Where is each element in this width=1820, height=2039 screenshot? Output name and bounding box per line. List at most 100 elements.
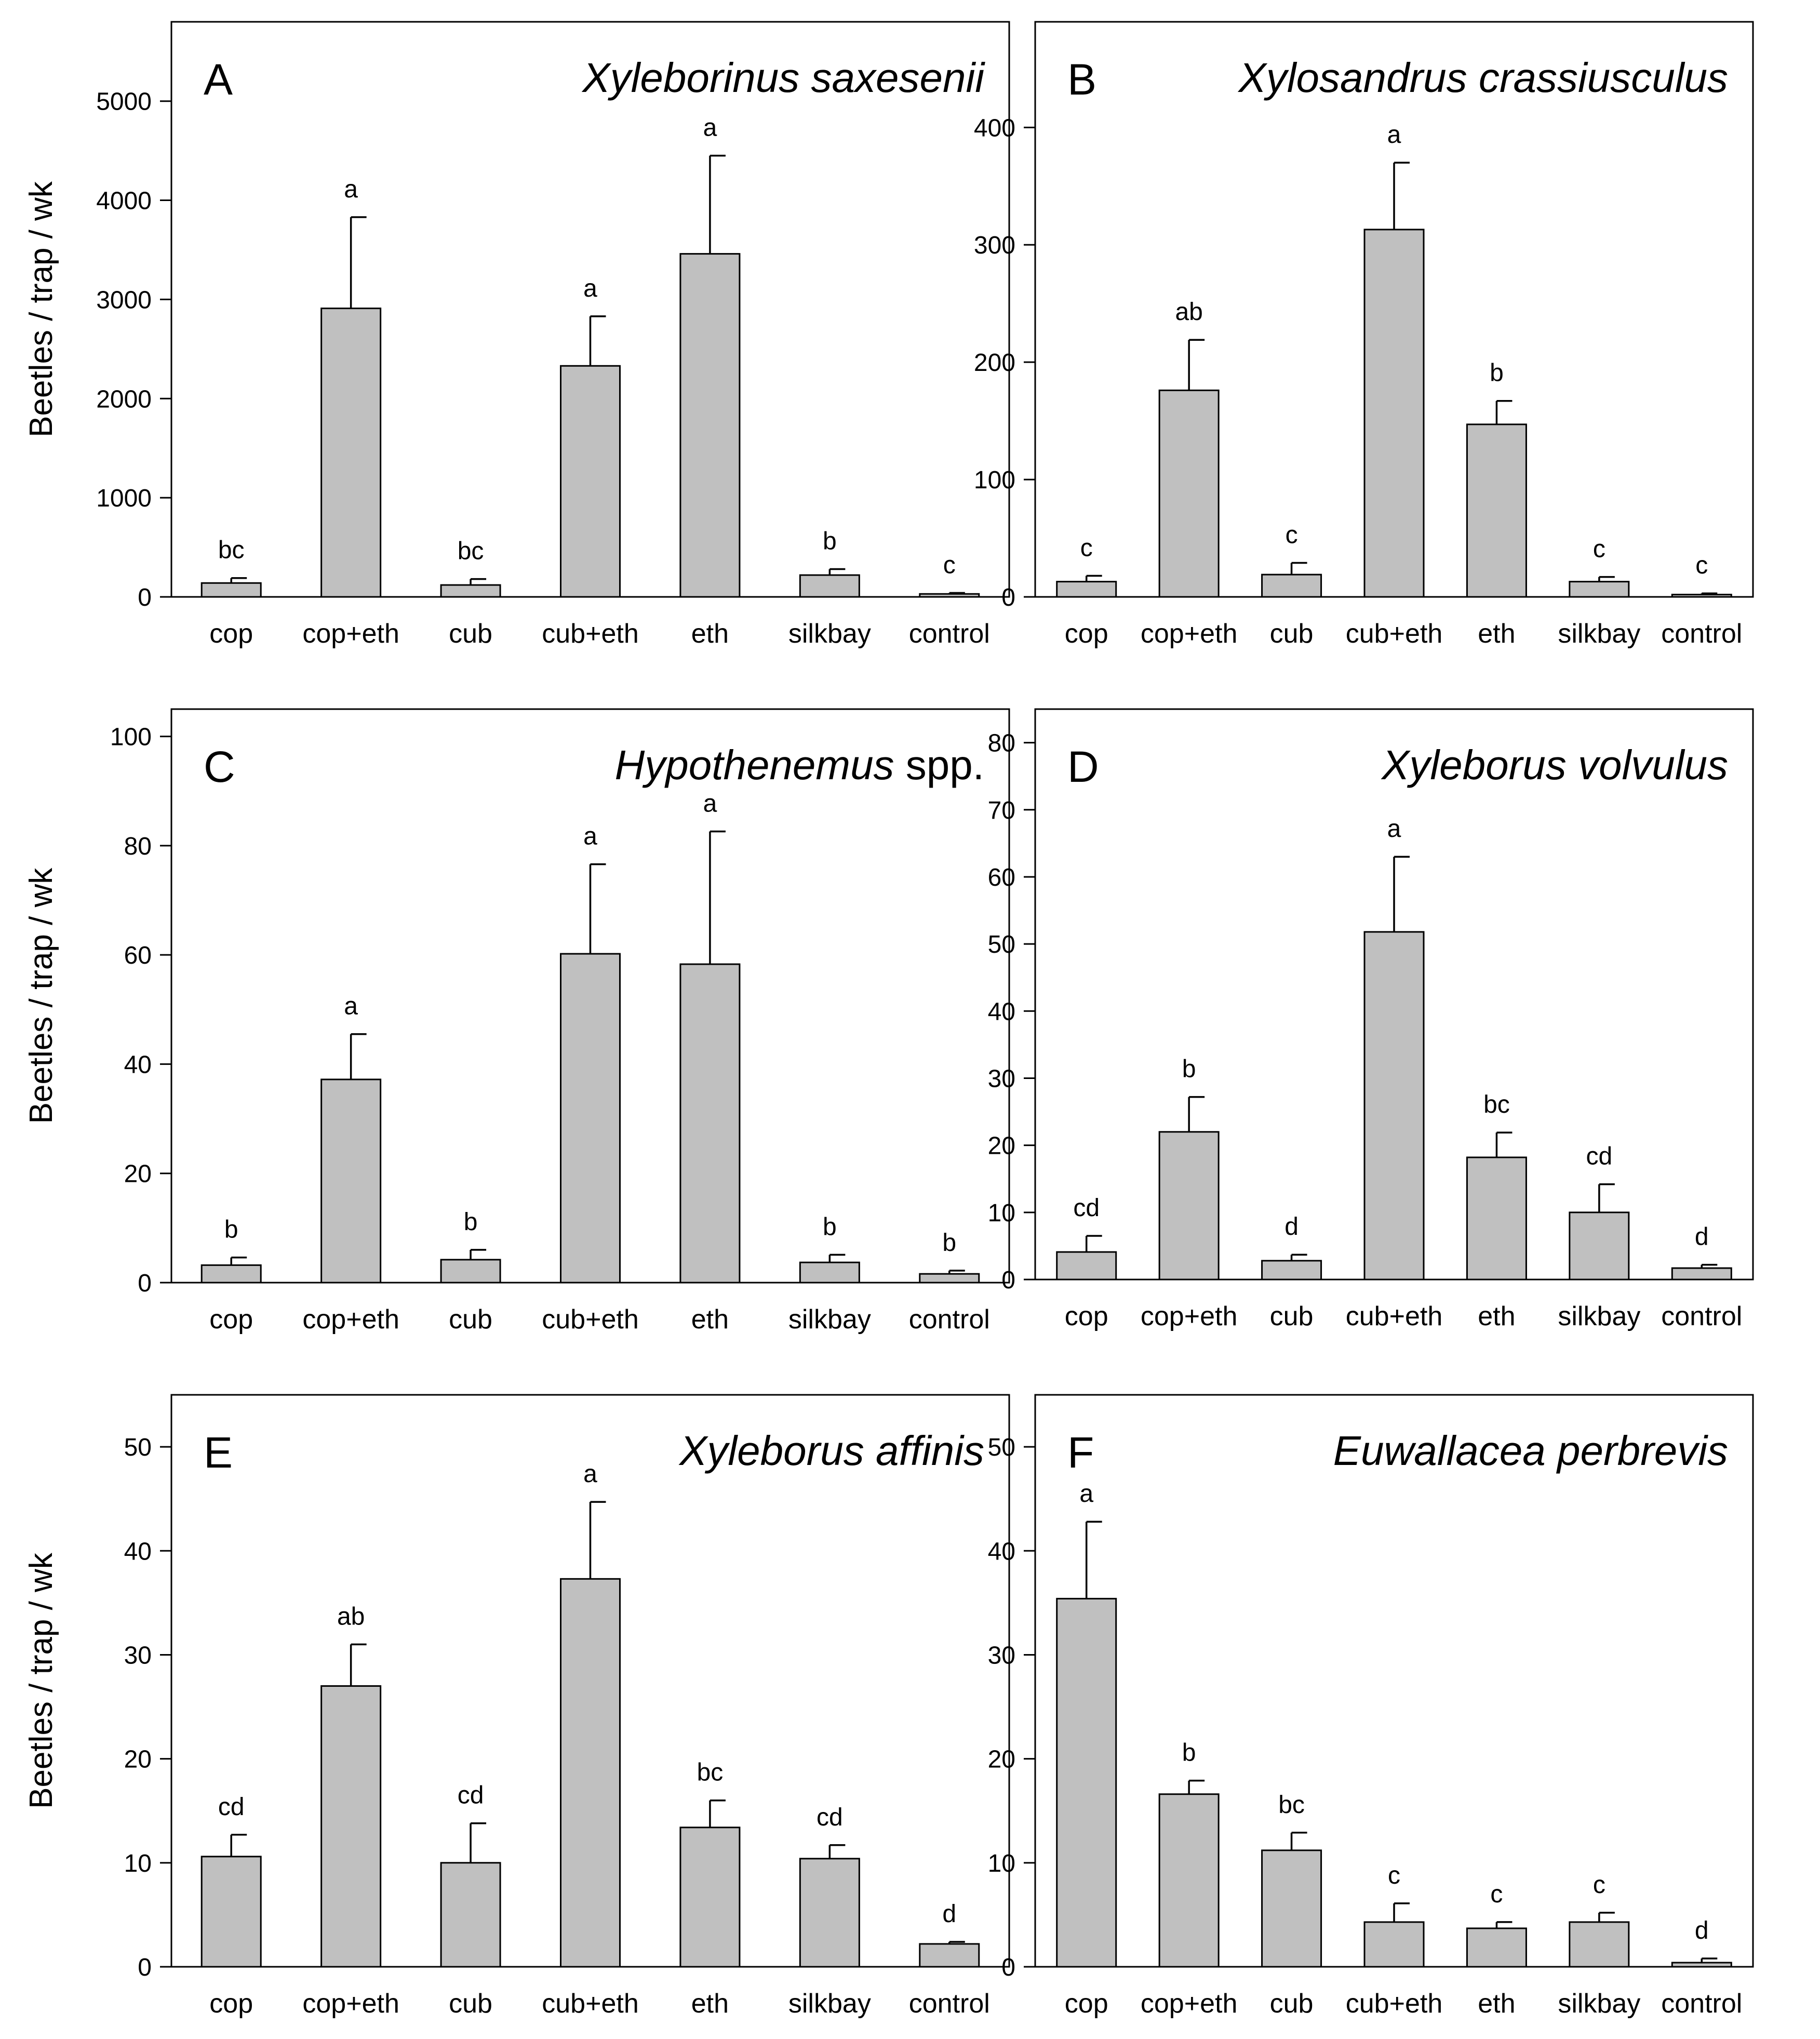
y-tick-label: 20 [124, 1161, 152, 1188]
significance-letter: b [464, 1208, 478, 1236]
x-tick-label: cop+eth [1141, 1989, 1238, 2019]
y-tick-label: 10 [124, 1850, 152, 1877]
bar-control [1671, 593, 1732, 598]
bar-cop [1056, 581, 1117, 598]
y-tick-label: 10 [988, 1850, 1015, 1877]
x-tick-label: control [909, 619, 990, 649]
panel-letter: B [1067, 55, 1096, 104]
bar-control [1671, 1962, 1732, 1968]
panel-a: 0 1000 2000 3000 4000 5000 Beetles / trap / wk… [23, 21, 1010, 649]
x-tick-label: cub+eth [542, 1989, 639, 2019]
significance-letter: d [1695, 1223, 1709, 1251]
bar-cop+eth [1158, 389, 1220, 598]
x-tick-label: cop [209, 1989, 253, 2019]
y-tick-label: 400 [974, 114, 1015, 142]
y-axis-label: Beetles / trap / wk [23, 868, 59, 1124]
y-tick-label: 80 [124, 833, 152, 860]
x-tick-label: silkbay [788, 619, 871, 649]
bar-cop [1056, 1251, 1117, 1281]
bar-silkbay [799, 1858, 860, 1968]
significance-letter: a [583, 1460, 597, 1488]
y-tick-label: 3000 [96, 286, 152, 314]
bar-cub [440, 584, 501, 598]
significance-letter: a [1387, 815, 1401, 843]
bar-cub+eth [560, 953, 621, 1284]
significance-letter: a [703, 790, 717, 818]
significance-letter: d [942, 1900, 956, 1928]
x-tick-label: cop [209, 1304, 253, 1335]
y-tick-label: 50 [988, 931, 1015, 958]
x-tick-label: cub [1270, 1301, 1314, 1331]
bar-cop [1056, 1597, 1117, 1968]
y-tick-label: 70 [988, 797, 1015, 824]
y-tick-label: 20 [124, 1746, 152, 1774]
y-tick-label: 0 [1001, 1954, 1015, 1981]
x-tick-label: silkbay [1558, 619, 1640, 649]
y-tick-label: 20 [988, 1746, 1015, 1774]
significance-letter: c [1695, 552, 1708, 579]
x-tick-label: cop+eth [302, 1989, 399, 2019]
significance-letter: c [1593, 536, 1605, 563]
x-tick-label: control [1661, 619, 1742, 649]
significance-letter: d [1695, 1917, 1709, 1944]
significance-letter: c [943, 551, 956, 579]
y-axis-label: Beetles / trap / wk [23, 181, 59, 437]
bar-cub+eth [1363, 1921, 1425, 1968]
y-tick-label: 0 [138, 1954, 152, 1981]
y-tick-label: 0 [1001, 584, 1015, 611]
bar-silkbay [1569, 1921, 1630, 1968]
significance-letter: a [344, 993, 358, 1020]
y-tick-label: 300 [974, 232, 1015, 259]
panel-title: Xyleborinus saxesenii [581, 55, 985, 101]
panel-title: Hypothenemus spp. [614, 742, 984, 788]
panel-letter: A [204, 55, 233, 104]
x-tick-label: control [909, 1304, 990, 1335]
significance-letter: a [1387, 121, 1401, 149]
bar-cop+eth [320, 1078, 382, 1284]
significance-letter: cd [817, 1804, 843, 1831]
significance-letter: b [942, 1229, 956, 1257]
bar-cop [200, 1856, 262, 1968]
bar-control [919, 1273, 980, 1284]
y-tick-label: 100 [974, 467, 1015, 494]
x-tick-label: eth [1478, 1989, 1515, 2019]
panel-letter: D [1067, 742, 1099, 791]
x-tick-label: cub+eth [542, 619, 639, 649]
species-name: Xylosandrus crassiusculus [1237, 55, 1728, 101]
significance-letter: a [344, 176, 358, 203]
panel-d: 0 10 20 30 40 50 60 70 80 cd cop b cop+eth d cub a cub+e… [988, 708, 1754, 1331]
species-name: Euwallacea perbrevis [1333, 1428, 1728, 1474]
significance-letter: c [1388, 1862, 1400, 1889]
bar-cop [200, 1264, 262, 1284]
x-tick-label: silkbay [788, 1304, 871, 1335]
bar-silkbay [799, 1261, 860, 1284]
x-tick-label: control [1661, 1301, 1742, 1331]
x-tick-label: cop [209, 619, 253, 649]
x-tick-label: cop+eth [302, 619, 399, 649]
bar-eth [679, 1827, 741, 1968]
bar-cub [1261, 1260, 1322, 1281]
x-tick-label: cub [449, 619, 492, 649]
y-tick-label: 20 [988, 1132, 1015, 1160]
significance-letter: b [1490, 359, 1504, 387]
panel-c: 0 20 40 60 80 100 Beetles / trap / wk b cop a cop+… [23, 708, 1010, 1335]
bar-control [919, 593, 980, 598]
x-tick-label: cop+eth [1141, 1301, 1238, 1331]
panel-b: 0 100 200 300 400 c cop ab cop+eth c cub a cub+eth b e… [974, 21, 1754, 649]
bar-control [919, 1943, 980, 1968]
significance-letter: ab [1175, 298, 1202, 326]
significance-letter: a [583, 823, 597, 850]
y-tick-label: 60 [124, 942, 152, 969]
bar-cub+eth [1363, 229, 1425, 598]
bar-control [1671, 1267, 1732, 1281]
x-tick-label: cop [1065, 619, 1108, 649]
bar-eth [1466, 423, 1527, 598]
y-tick-label: 0 [1001, 1267, 1015, 1294]
y-tick-label: 200 [974, 349, 1015, 377]
significance-letter: cd [1586, 1143, 1613, 1170]
x-tick-label: control [909, 1989, 990, 2019]
bar-cub [1261, 1849, 1322, 1968]
panel-title: Xyleborus volvulus [1381, 742, 1728, 788]
y-tick-label: 4000 [96, 188, 152, 215]
